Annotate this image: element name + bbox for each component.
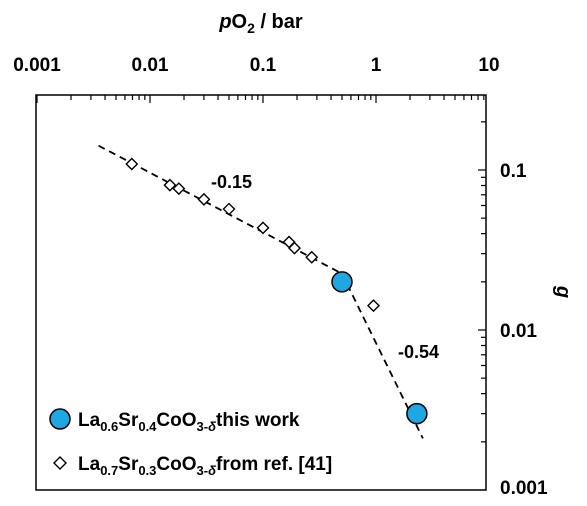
x-tick-label: 0.1 [250,55,277,76]
data-point-diamond [305,250,319,264]
data-point-diamond [256,221,270,235]
y-tick-label: 0.1 [500,161,527,182]
legend-label-part: CoO [156,454,196,475]
legend-label-subscript: 0.4 [138,419,157,434]
y-tick-label: 0.001 [500,478,548,499]
slope-label-2: -0.54 [398,342,439,362]
legend-label-delta: δ [208,463,216,478]
legend-label-subscript: 3-δ [197,463,217,478]
legend-label-subscript: 3-δ [197,419,217,434]
legend-label-part: from ref. [41] [216,454,332,475]
legend-label-part: Sr [118,410,139,431]
legend-label-part: CoO [156,410,196,431]
data-point-diamond [163,178,177,192]
data-point-diamond [288,241,301,255]
legend-label-subscript: 0.6 [100,419,118,434]
legend-marker-circle [49,408,71,430]
x-tick-label: 1 [371,55,382,76]
data-point-diamond [197,192,211,206]
x-tick-label: 0.001 [13,55,61,76]
data-point-diamond [366,299,380,313]
legend-label: La0.6Sr0.4CoO3-δthis work [78,410,300,434]
fit-line [341,273,424,439]
x-tick-labels: 0.001 0.01 0.1 1 10 [13,55,499,76]
legend-label-part: La [78,454,101,475]
x-axis-title-subscript: 2 [247,20,255,36]
y-axis-title: g [552,285,574,298]
legend: La0.6Sr0.4CoO3-δthis workLa0.7Sr0.3CoO3-… [49,408,332,478]
legend-label-part: Sr [118,454,139,475]
plot-frame [35,94,487,491]
x-axis-title-italic: p [218,11,231,33]
legend-label: La0.7Sr0.3CoO3-δfrom ref. [41] [78,454,332,478]
legend-label-subscript: 0.3 [138,463,156,478]
data-markers [125,157,428,425]
data-point-circle [331,271,353,293]
legend-label-part: this work [216,410,300,431]
legend-label-subscript: 0.7 [100,463,118,478]
x-axis-title: pO2 / bar [218,11,303,36]
fit-lines [98,144,424,439]
data-point-diamond [172,182,186,196]
x-tick-label: 10 [478,55,499,76]
y-tick-label: 0.01 [500,321,537,342]
axis-ticks [36,95,486,443]
fit-line [98,144,343,275]
legend-label-part: La [78,410,101,431]
x-axis-title-main: O [232,11,248,33]
x-tick-label: 0.01 [132,55,169,76]
data-point-diamond [222,202,236,216]
y-tick-labels: 0.1 0.01 0.001 [500,161,548,499]
legend-marker-diamond [53,456,67,470]
data-point-diamond [125,157,139,171]
data-point-circle [406,402,428,425]
x-axis-title-unit: / bar [255,11,303,33]
slope-label-1: -0.15 [211,172,252,192]
legend-label-delta: δ [208,419,216,434]
